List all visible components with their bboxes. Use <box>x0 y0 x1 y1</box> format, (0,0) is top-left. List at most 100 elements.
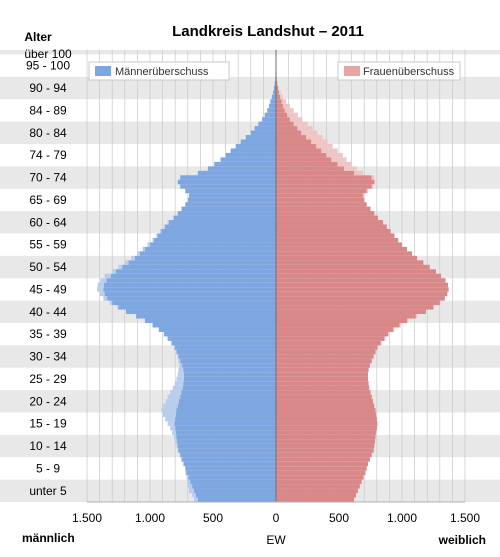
male-surplus-bar <box>172 385 183 391</box>
male-surplus-bar <box>186 475 189 480</box>
male-bar <box>180 452 276 458</box>
female-bar <box>276 318 408 323</box>
male-surplus-bar <box>167 421 175 426</box>
female-bar <box>276 90 279 95</box>
female-bar <box>276 345 378 350</box>
female-bar <box>276 229 391 234</box>
female-surplus-bar <box>388 331 390 337</box>
female-bar <box>276 443 375 449</box>
male-bar <box>184 461 276 467</box>
female-bar <box>276 260 424 265</box>
legend-male-swatch <box>95 66 111 76</box>
male-surplus-bar <box>124 260 129 265</box>
female-bar <box>276 99 282 104</box>
female-bar <box>276 94 281 100</box>
male-surplus-bar <box>161 408 177 413</box>
female-surplus-bar <box>399 322 401 328</box>
male-bar <box>225 152 276 158</box>
female-bar <box>276 479 362 485</box>
male-bar <box>176 434 276 440</box>
male-surplus-bar <box>162 412 176 417</box>
female-bar <box>276 157 332 162</box>
male-bar <box>175 425 276 431</box>
male-bar <box>245 135 276 140</box>
age-group-labels: unter 5 5 - 9 10 - 14 15 - 19 20 - 24 25 - 29… <box>24 47 72 498</box>
female-surplus-bar <box>280 94 283 100</box>
male-surplus-bar <box>156 233 158 238</box>
female-surplus-bar <box>371 175 375 180</box>
male-surplus-bar <box>182 461 185 467</box>
female-surplus-bar <box>316 143 333 149</box>
age-group-label: 20 - 24 <box>29 394 67 408</box>
female-bar <box>276 403 375 409</box>
female-bar <box>276 367 369 373</box>
male-bar <box>107 296 276 301</box>
male-bar <box>185 202 276 207</box>
female-bar <box>276 457 370 462</box>
female-bar <box>276 117 290 122</box>
male-surplus-bar <box>99 291 105 297</box>
male-bar <box>185 188 276 194</box>
age-group-label: 30 - 34 <box>29 350 67 364</box>
male-bar <box>182 385 276 391</box>
male-bar <box>186 470 276 476</box>
male-surplus-bar <box>178 358 181 364</box>
age-group-label: 65 - 69 <box>29 193 67 207</box>
chart-title: Landkreis Landshut – 2011 <box>172 23 364 40</box>
female-bar <box>276 255 418 261</box>
male-surplus-bar <box>165 416 176 422</box>
male-bar <box>182 363 276 368</box>
female-bar <box>276 269 437 274</box>
female-bar <box>276 390 371 395</box>
male-surplus-bar <box>175 381 184 386</box>
male-bar <box>270 99 276 104</box>
male-surplus-bar <box>177 372 185 377</box>
male-surplus-bar <box>131 255 135 261</box>
male-surplus-bar <box>117 305 119 310</box>
age-group-label: über 100 <box>24 47 72 61</box>
female-bar <box>276 121 294 127</box>
female-bar <box>276 161 338 167</box>
male-bar <box>271 94 276 100</box>
female-bar <box>276 394 372 400</box>
male-surplus-bar <box>104 273 111 279</box>
female-bar <box>276 331 389 337</box>
male-bar <box>240 139 276 144</box>
male-bar <box>197 497 276 502</box>
female-bar <box>276 358 372 364</box>
male-surplus-bar <box>137 251 140 256</box>
female-surplus-bar <box>293 121 308 127</box>
female-bar <box>276 246 408 252</box>
male-bar <box>181 206 276 212</box>
male-bar <box>139 251 276 256</box>
x-tick-label: 1.500 <box>72 511 102 525</box>
female-surplus-bar <box>306 135 323 140</box>
male-surplus-bar <box>100 278 107 283</box>
age-group-label: 60 - 64 <box>29 215 67 229</box>
female-bar <box>276 264 430 270</box>
female-bar <box>276 202 367 207</box>
female-bar <box>276 461 368 467</box>
male-bar <box>184 372 276 377</box>
age-group-label: 50 - 54 <box>29 260 67 274</box>
female-surplus-bar <box>362 193 365 198</box>
male-bar <box>161 229 276 234</box>
male-bar <box>178 448 276 453</box>
legend-male-surplus: Männerüberschuss <box>88 61 230 81</box>
male-bar <box>152 322 276 328</box>
male-bar <box>273 85 276 91</box>
male-surplus-bar <box>187 484 193 489</box>
male-surplus-bar <box>176 376 185 382</box>
male-bar <box>182 457 276 462</box>
female-bar <box>276 233 395 238</box>
female-bar <box>276 448 374 453</box>
male-bar <box>235 143 276 149</box>
male-surplus-bar <box>160 229 162 234</box>
female-bar <box>276 215 379 221</box>
male-surplus-bar <box>118 264 123 270</box>
female-bar <box>276 363 370 368</box>
male-bar <box>158 327 276 332</box>
age-group-label: 45 - 49 <box>29 282 67 296</box>
male-surplus-bar <box>173 434 177 440</box>
male-bar <box>157 233 276 238</box>
